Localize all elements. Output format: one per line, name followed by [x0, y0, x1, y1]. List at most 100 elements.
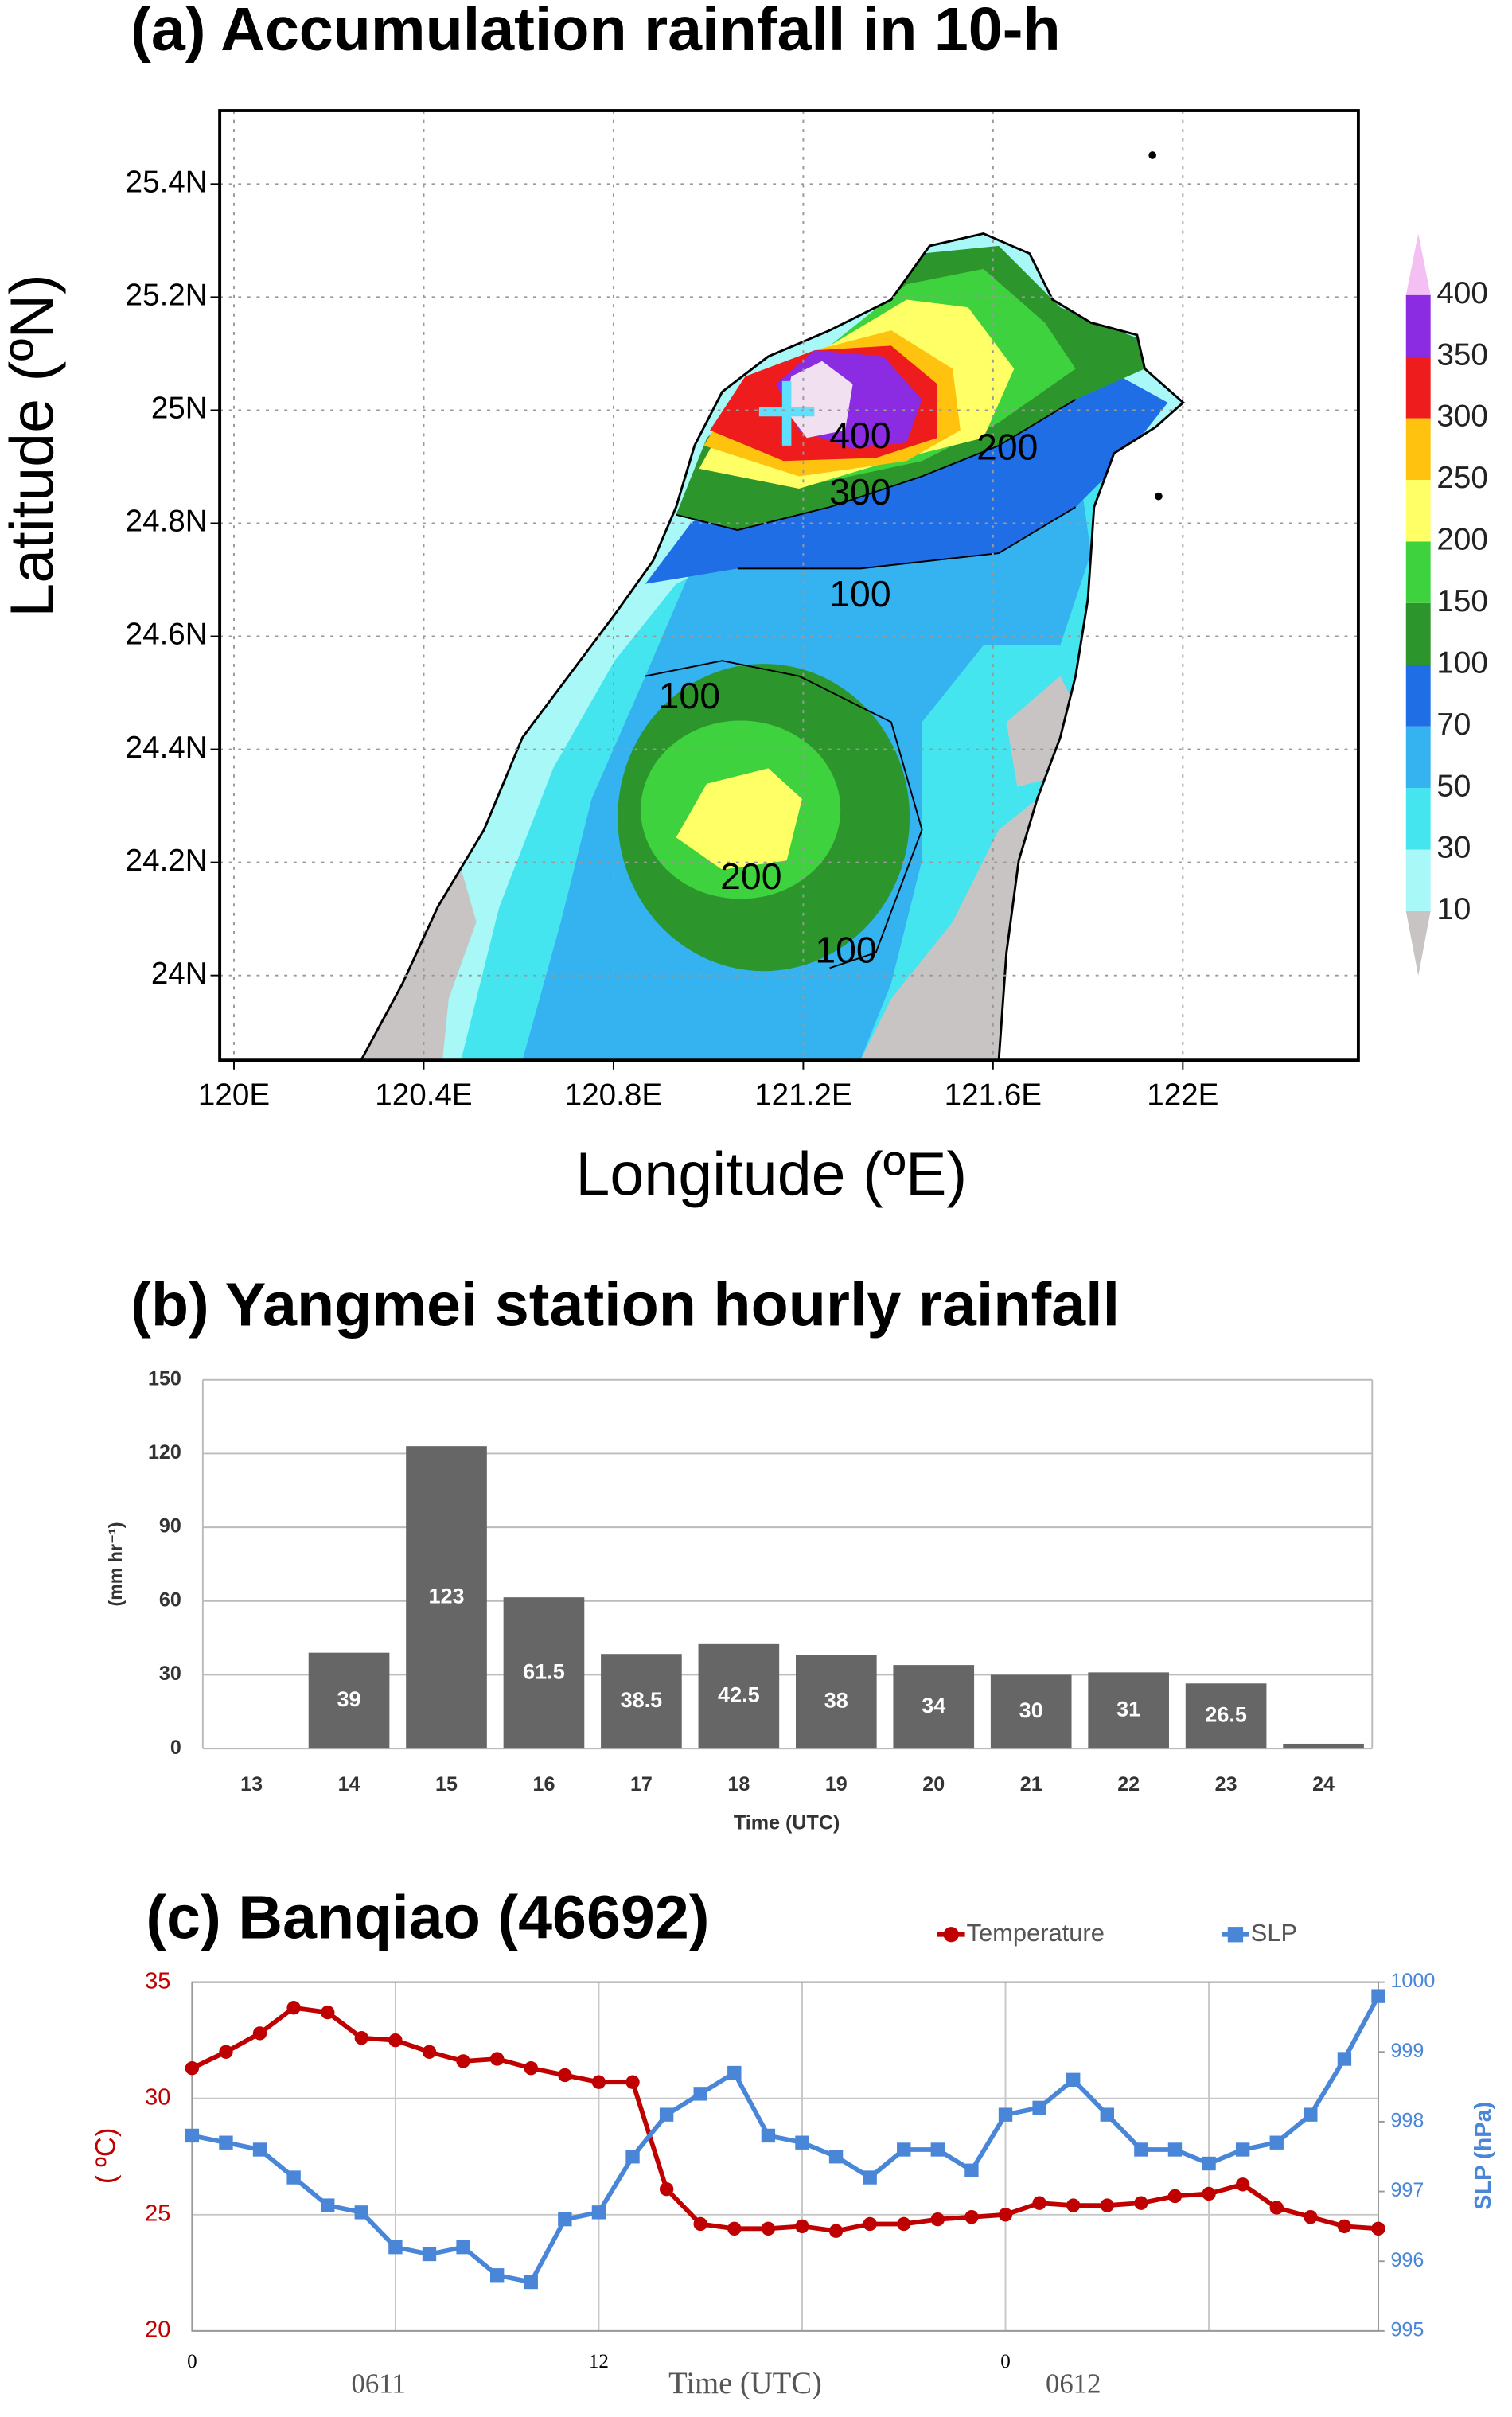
- x-tick-label: 121.2E: [754, 1078, 851, 1113]
- land: [360, 233, 1183, 1061]
- x-tick-label: 122E: [1147, 1078, 1218, 1113]
- colorbar-box: [1405, 541, 1431, 603]
- point: [863, 2216, 877, 2232]
- contour-label: 100: [815, 929, 876, 970]
- y-tick-label: 24.2N: [126, 844, 208, 878]
- x-tick-label: 15: [435, 1773, 458, 1795]
- x-tick-label: 17: [630, 1773, 653, 1795]
- y-tick-label: 25.4N: [126, 166, 208, 200]
- colorbar-label: 200: [1436, 523, 1487, 557]
- x-tick-label: 14: [338, 1773, 360, 1795]
- point: [761, 2221, 776, 2236]
- y-tick-label: 30: [159, 1663, 181, 1685]
- bar: [601, 1654, 682, 1749]
- colorbar-label: 30: [1436, 831, 1471, 865]
- point: [897, 2216, 911, 2232]
- colorbar-label: 10: [1436, 892, 1471, 926]
- point: [693, 2087, 707, 2101]
- y-tick-label: 24.6N: [126, 618, 208, 652]
- y-tick-label: 25.2N: [126, 279, 208, 313]
- y-tick-label: 60: [159, 1589, 181, 1611]
- point: [828, 2224, 844, 2238]
- x-tick-label: 0: [187, 2351, 197, 2372]
- point: [1235, 2177, 1250, 2192]
- x-tick-label: 24: [1312, 1773, 1335, 1795]
- rainfall-map: [360, 151, 1185, 1061]
- point: [286, 2170, 301, 2185]
- value-label: 26.5: [1205, 1702, 1247, 1726]
- point: [625, 2075, 640, 2089]
- y-tick-label: 24.8N: [126, 505, 208, 539]
- colorbar-label: 300: [1436, 400, 1487, 434]
- x-tick-label: 121.6E: [945, 1078, 1042, 1113]
- point: [998, 2208, 1013, 2222]
- y-tick-label: 150: [148, 1367, 181, 1390]
- bar: [1088, 1672, 1169, 1749]
- x-tick-label: 120.4E: [375, 1078, 472, 1113]
- point: [964, 2210, 979, 2224]
- y2-tick-label: 997: [1390, 2179, 1424, 2201]
- point: [727, 2221, 742, 2236]
- colorbar-box: [1405, 665, 1431, 727]
- legend-marker: [943, 1927, 959, 1943]
- y-axis-label: ( ºC): [91, 2127, 121, 2184]
- y2-tick-label: 995: [1390, 2319, 1424, 2341]
- point: [591, 2075, 606, 2089]
- colorbar-box: [1405, 294, 1431, 357]
- point: [761, 2128, 776, 2143]
- chart-title: (c) Banqiao (46692): [146, 1884, 709, 1952]
- point: [659, 2181, 674, 2197]
- point: [1032, 2196, 1046, 2210]
- point: [388, 2033, 403, 2048]
- contour-line: [676, 399, 1077, 532]
- bar: [308, 1652, 390, 1749]
- bar: [406, 1446, 487, 1749]
- point: [185, 2128, 200, 2143]
- value-label: 61.5: [523, 1659, 565, 1683]
- colorbar-label: 50: [1436, 769, 1471, 803]
- point: [321, 2005, 335, 2020]
- series-line: [191, 2005, 1379, 2234]
- point: [1202, 2186, 1216, 2201]
- y2-tick-label: 998: [1390, 2110, 1424, 2132]
- point: [524, 2061, 538, 2076]
- point: [795, 2135, 809, 2150]
- colorbar-box: [1405, 788, 1431, 850]
- value-label: 39: [337, 1687, 361, 1711]
- colorbar-box: [1405, 726, 1431, 789]
- point: [252, 2026, 267, 2041]
- legend-marker: [1227, 1927, 1244, 1943]
- point: [828, 2150, 844, 2164]
- value-label: 31: [1116, 1697, 1140, 1721]
- contour-label: 100: [659, 675, 720, 716]
- point: [693, 2216, 707, 2232]
- point: [524, 2275, 538, 2290]
- point: [489, 2268, 505, 2283]
- point: [286, 2001, 301, 2015]
- colorbar-label: 150: [1436, 584, 1487, 618]
- point: [930, 2212, 945, 2227]
- contour-label: 100: [829, 573, 890, 614]
- point: [1167, 2142, 1183, 2157]
- bar: [698, 1643, 780, 1749]
- point: [252, 2142, 267, 2157]
- point: [422, 2247, 437, 2262]
- point: [625, 2150, 640, 2164]
- rain-low: [360, 867, 477, 1061]
- x-tick-label: 22: [1117, 1773, 1140, 1795]
- point: [558, 2068, 572, 2083]
- point: [897, 2142, 911, 2157]
- bar: [503, 1597, 585, 1749]
- point: [964, 2163, 979, 2177]
- plot-frame: [191, 1981, 1379, 2332]
- bar: [795, 1655, 877, 1749]
- point: [388, 2240, 403, 2255]
- y-tick-label: 0: [170, 1737, 181, 1759]
- x-tick-label: 16: [532, 1773, 555, 1795]
- point: [456, 2054, 470, 2068]
- legend-label: SLP: [1251, 1919, 1297, 1947]
- y-axis-label: Latitude (ºN): [0, 274, 67, 618]
- y2-tick-label: 999: [1390, 2040, 1424, 2062]
- y-tick-label: 35: [145, 1968, 170, 1994]
- point: [1235, 2142, 1250, 2157]
